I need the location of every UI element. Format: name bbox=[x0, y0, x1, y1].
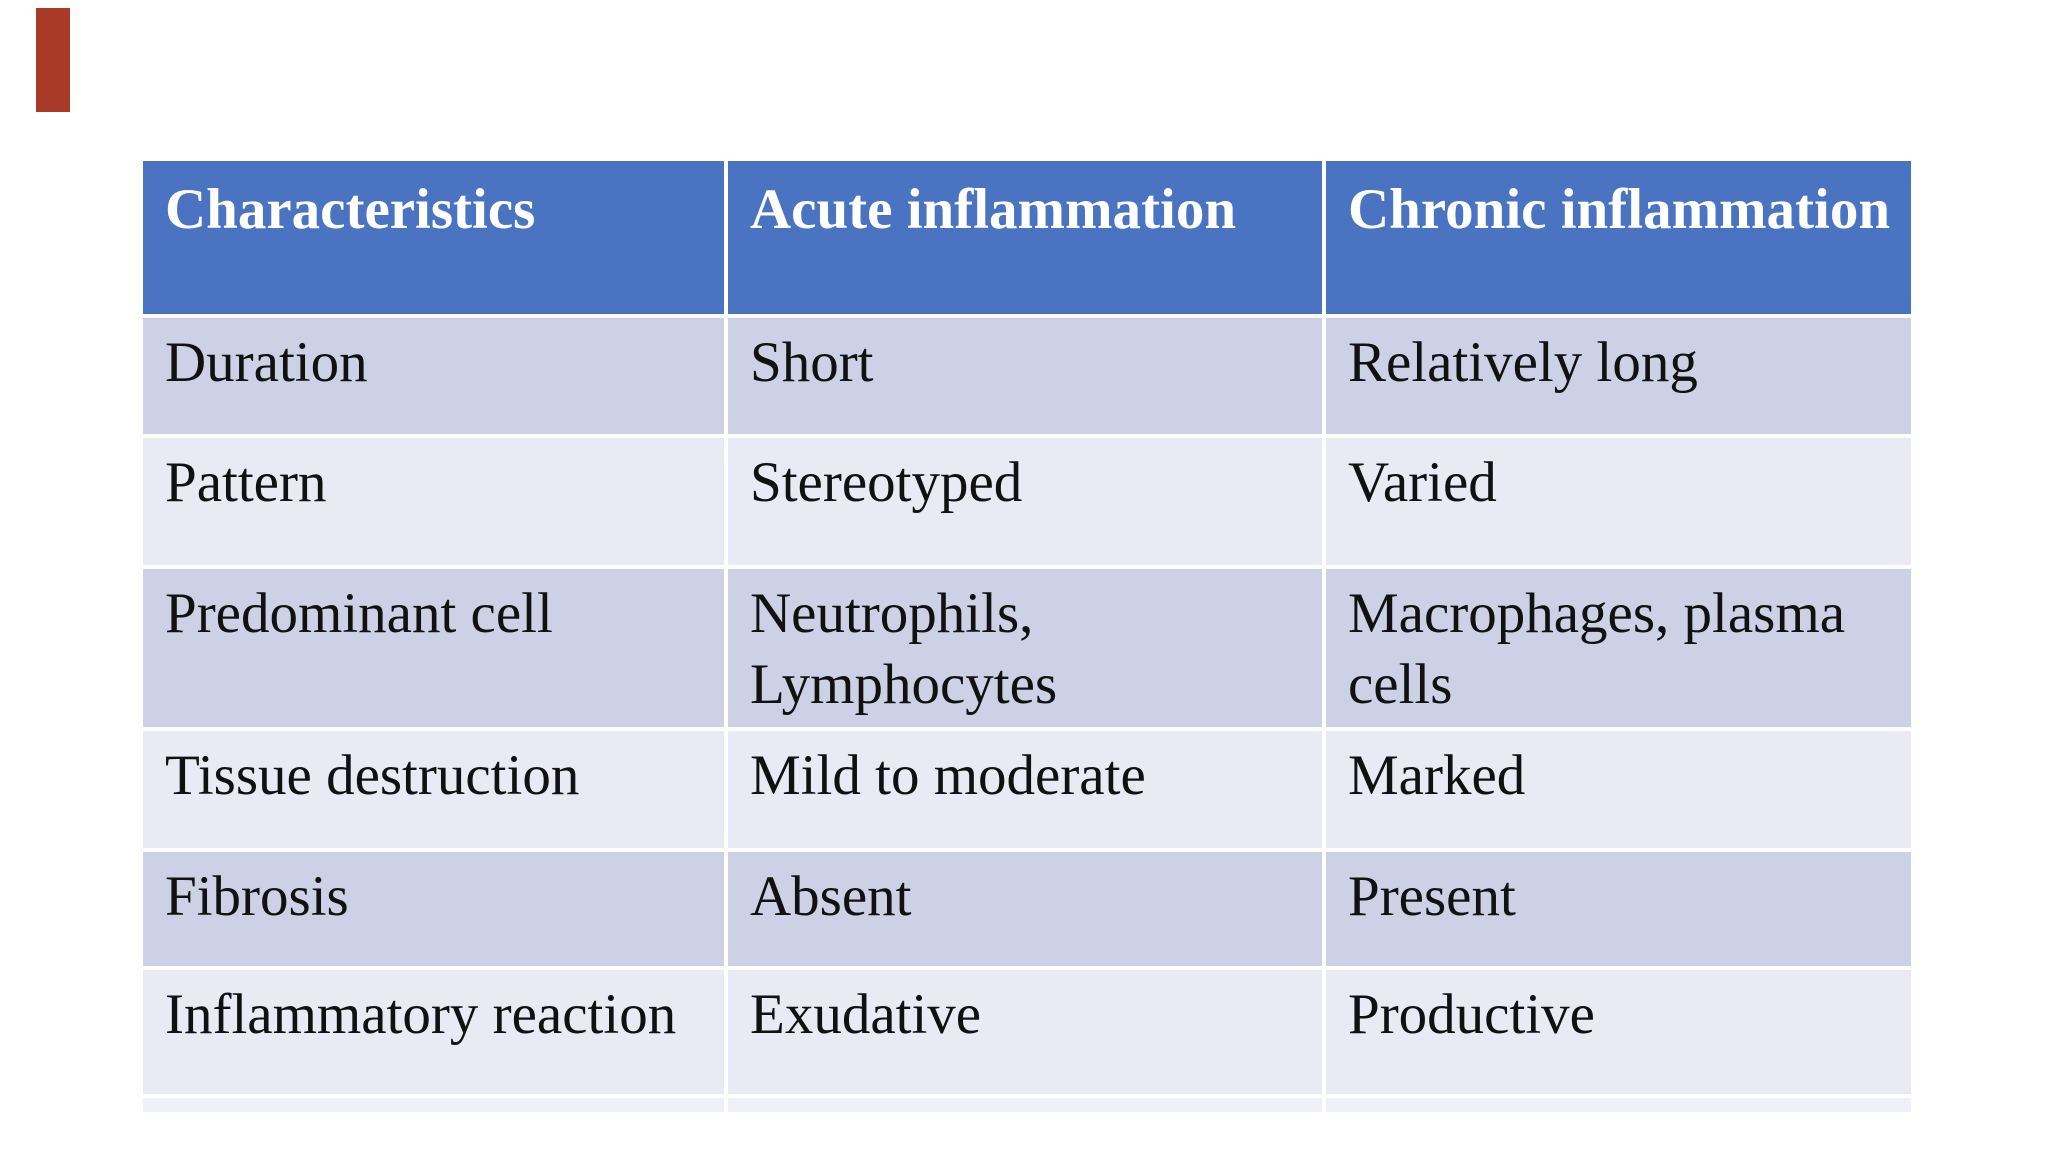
row-duration-characteristic: Duration bbox=[143, 318, 724, 434]
column-header-characteristics: Characteristics bbox=[143, 161, 724, 314]
inflammation-comparison-table: Characteristics Acute inflammation Chron… bbox=[143, 161, 1911, 1112]
row-pattern-characteristic: Pattern bbox=[143, 438, 724, 565]
table-bottom-sliver bbox=[1326, 1098, 1911, 1112]
row-fibrosis-characteristic: Fibrosis bbox=[143, 852, 724, 966]
row-tissue-destruction-acute: Mild to moderate bbox=[728, 731, 1322, 848]
row-predominant-cell-chronic: Macrophages, plasma cells bbox=[1326, 569, 1911, 727]
row-duration-acute: Short bbox=[728, 318, 1322, 434]
row-predominant-cell-acute: Neutrophils, Lymphocytes bbox=[728, 569, 1322, 727]
row-inflammatory-reaction-chronic: Productive bbox=[1326, 970, 1911, 1094]
table-bottom-sliver bbox=[728, 1098, 1322, 1112]
row-pattern-acute: Stereotyped bbox=[728, 438, 1322, 565]
row-fibrosis-chronic: Present bbox=[1326, 852, 1911, 966]
table-bottom-sliver bbox=[143, 1098, 724, 1112]
row-duration-chronic: Relatively long bbox=[1326, 318, 1911, 434]
row-fibrosis-acute: Absent bbox=[728, 852, 1322, 966]
red-accent-bar bbox=[36, 8, 70, 112]
row-inflammatory-reaction-acute: Exudative bbox=[728, 970, 1322, 1094]
column-header-chronic-inflammation: Chronic inflammation bbox=[1326, 161, 1911, 314]
column-header-acute-inflammation: Acute inflammation bbox=[728, 161, 1322, 314]
row-tissue-destruction-characteristic: Tissue destruction bbox=[143, 731, 724, 848]
row-inflammatory-reaction-characteristic: Inflammatory reaction bbox=[143, 970, 724, 1094]
row-predominant-cell-characteristic: Predominant cell bbox=[143, 569, 724, 727]
row-pattern-chronic: Varied bbox=[1326, 438, 1911, 565]
row-tissue-destruction-chronic: Marked bbox=[1326, 731, 1911, 848]
